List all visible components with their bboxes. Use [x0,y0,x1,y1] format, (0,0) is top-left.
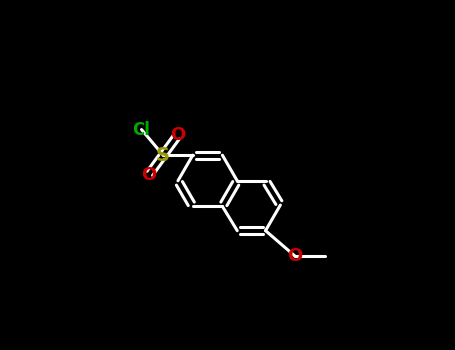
Text: Cl: Cl [132,121,151,139]
Text: S: S [156,146,170,165]
Text: O: O [141,166,156,184]
Text: O: O [288,247,303,265]
Text: O: O [170,126,186,144]
